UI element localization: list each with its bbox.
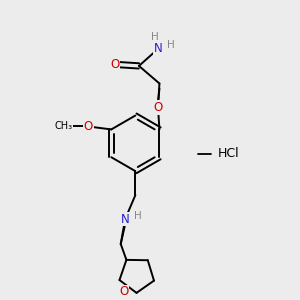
Text: H: H (134, 211, 141, 221)
Text: O: O (84, 120, 93, 133)
Text: HCl: HCl (217, 147, 239, 160)
Text: H: H (167, 40, 175, 50)
Text: O: O (153, 101, 163, 114)
Text: O: O (110, 58, 119, 71)
Text: O: O (119, 285, 129, 298)
Text: N: N (154, 42, 162, 56)
Text: H: H (151, 32, 159, 42)
Text: N: N (121, 213, 130, 226)
Text: CH₃: CH₃ (55, 122, 73, 131)
